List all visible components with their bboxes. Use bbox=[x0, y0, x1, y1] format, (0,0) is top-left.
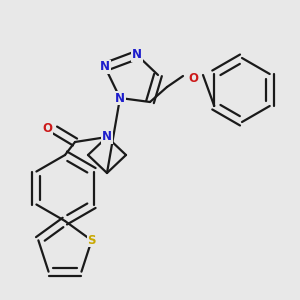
Text: N: N bbox=[102, 130, 112, 143]
Text: O: O bbox=[42, 122, 52, 136]
Text: O: O bbox=[188, 71, 198, 85]
Text: N: N bbox=[100, 61, 110, 74]
Text: S: S bbox=[87, 234, 96, 247]
Text: N: N bbox=[115, 92, 125, 104]
Text: N: N bbox=[132, 49, 142, 62]
